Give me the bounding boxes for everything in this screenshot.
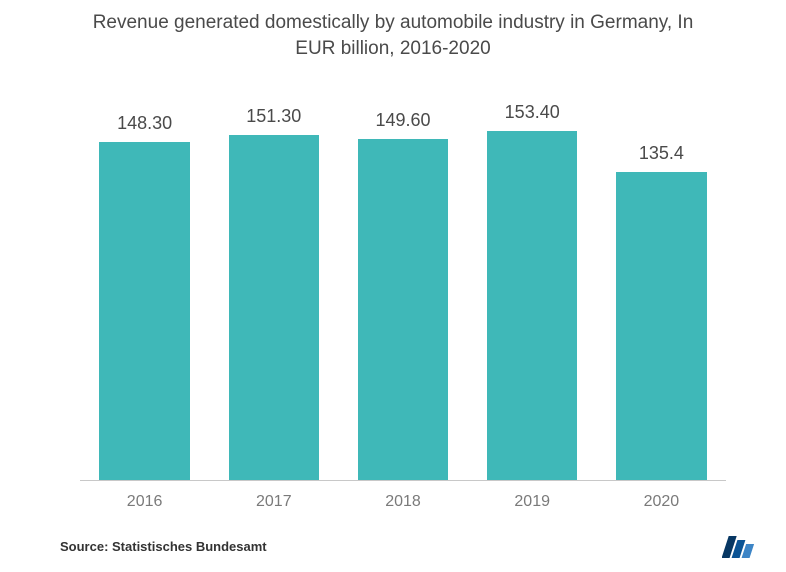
chart-title: Revenue generated domestically by automo… bbox=[73, 10, 713, 61]
plot-area: 148.30 151.30 149.60 153.40 135.4 bbox=[80, 81, 726, 481]
x-axis-label: 2019 bbox=[468, 493, 597, 511]
bar-rect bbox=[229, 135, 319, 481]
mordor-logo-icon bbox=[722, 532, 762, 558]
bar-value-label: 149.60 bbox=[375, 110, 430, 131]
x-axis-labels: 2016 2017 2018 2019 2020 bbox=[80, 493, 726, 511]
bar-slot: 149.60 bbox=[338, 81, 467, 481]
x-axis-label: 2018 bbox=[338, 493, 467, 511]
bars-group: 148.30 151.30 149.60 153.40 135.4 bbox=[80, 81, 726, 481]
bar-slot: 135.4 bbox=[597, 81, 726, 481]
bar-value-label: 151.30 bbox=[246, 106, 301, 127]
bar-rect bbox=[616, 172, 706, 481]
bar-rect bbox=[358, 139, 448, 481]
bar-slot: 151.30 bbox=[209, 81, 338, 481]
bar-slot: 148.30 bbox=[80, 81, 209, 481]
x-axis-line bbox=[80, 480, 726, 481]
bar-rect bbox=[99, 142, 189, 481]
bar-slot: 153.40 bbox=[468, 81, 597, 481]
x-axis-label: 2017 bbox=[209, 493, 338, 511]
bar-rect bbox=[487, 131, 577, 482]
x-axis-label: 2016 bbox=[80, 493, 209, 511]
bar-value-label: 135.4 bbox=[639, 143, 684, 164]
x-axis-label: 2020 bbox=[597, 493, 726, 511]
chart-container: Revenue generated domestically by automo… bbox=[0, 0, 786, 572]
bar-value-label: 153.40 bbox=[505, 102, 560, 123]
source-attribution: Source: Statistisches Bundesamt bbox=[60, 539, 267, 554]
bar-value-label: 148.30 bbox=[117, 113, 172, 134]
